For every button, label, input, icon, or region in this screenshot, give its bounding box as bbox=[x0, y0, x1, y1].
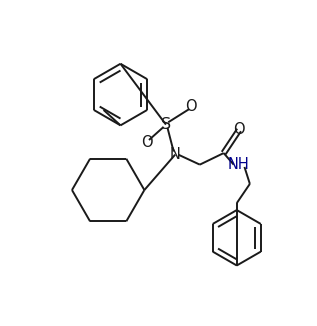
Text: O: O bbox=[233, 123, 245, 138]
Text: N: N bbox=[170, 147, 181, 162]
Text: S: S bbox=[161, 117, 171, 132]
Text: O: O bbox=[141, 135, 152, 150]
Text: O: O bbox=[185, 99, 197, 114]
Text: NH: NH bbox=[227, 157, 249, 172]
